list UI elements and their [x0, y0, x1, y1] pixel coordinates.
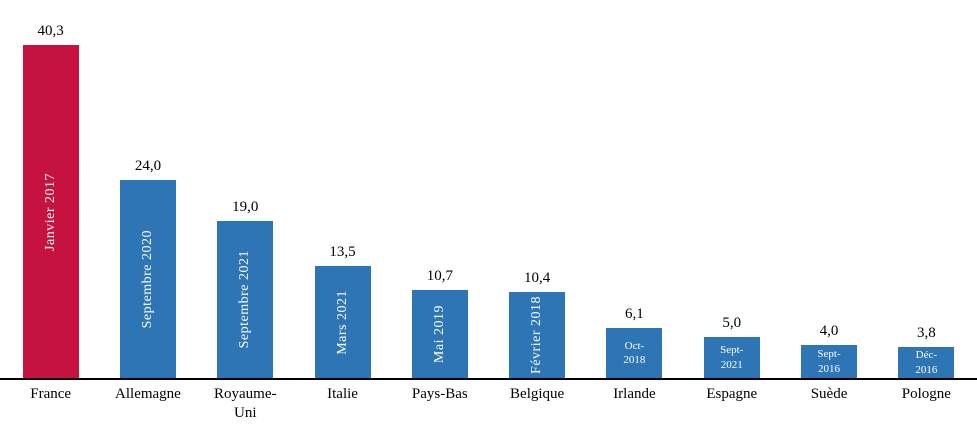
x-axis-label-cell: Espagne — [683, 385, 780, 423]
x-axis-label-cell: Royaume-Uni — [197, 385, 294, 423]
bar-royaume-uni: Septembre 2021 — [217, 221, 274, 378]
x-axis-label-cell: Pays-Bas — [391, 385, 488, 423]
x-axis-label: Pologne — [901, 386, 951, 402]
x-axis-line — [0, 378, 977, 380]
bar-column: 5,0 Sept- 2021 — [683, 315, 780, 378]
bar-period-label: Janvier 2017 — [42, 172, 58, 251]
bar-pologne: Déc- 2016 — [898, 347, 955, 378]
x-axis-label-cell: Belgique — [488, 385, 585, 423]
x-axis-label: Pays-Bas — [411, 386, 468, 402]
bar-espagne: Sept- 2021 — [703, 337, 760, 378]
bar-period-label: Février 2018 — [529, 296, 545, 374]
value-label: 10,4 — [524, 270, 551, 286]
bar-period-label: Sept- 2016 — [817, 348, 841, 375]
x-axis-label: Royaume-Uni — [213, 386, 277, 421]
x-axis-label: Espagne — [706, 386, 758, 402]
x-axis-label-cell: Italie — [294, 385, 391, 423]
value-label: 6,1 — [625, 306, 644, 322]
x-axis-label-cell: Irlande — [586, 385, 683, 423]
bar-period-label: Déc- 2016 — [915, 349, 938, 376]
bar-period-label: Septembre 2021 — [237, 250, 253, 349]
x-axis-label: Irlande — [613, 386, 656, 402]
bar-period-label: Septembre 2020 — [139, 229, 155, 329]
bar-column: 19,0 Septembre 2021 — [197, 199, 294, 378]
value-label: 40,3 — [37, 23, 64, 39]
bar-column: 40,3 Janvier 2017 — [2, 23, 99, 378]
bar-column: 10,4 Février 2018 — [488, 270, 585, 378]
bar-su-de: Sept- 2016 — [801, 345, 858, 378]
bar-period-label: Mai 2019 — [431, 304, 447, 364]
bar-column: 13,5 Mars 2021 — [294, 244, 391, 378]
value-label: 4,0 — [819, 323, 839, 339]
bar-irlande: Oct- 2018 — [606, 328, 663, 378]
bar-column: 24,0 Septembre 2020 — [99, 158, 196, 378]
bar-allemagne: Septembre 2020 — [119, 180, 176, 378]
x-axis-label: Suède — [810, 386, 848, 402]
bar-period-label: Mars 2021 — [334, 289, 350, 355]
bar-column: 4,0 Sept- 2016 — [780, 323, 877, 378]
bar-column: 10,7 Mai 2019 — [391, 268, 488, 378]
bar-belgique: Février 2018 — [509, 292, 566, 378]
x-axis-label: Allemagne — [115, 386, 181, 402]
bar-italie: Mars 2021 — [314, 266, 371, 378]
plot-area: 40,3 Janvier 2017 24,0 Septembre 2020 19,0 Se… — [2, 0, 975, 378]
bar-column: 6,1 Oct- 2018 — [586, 306, 683, 378]
x-axis-label: France — [30, 386, 72, 402]
x-axis-label-cell: Allemagne — [99, 385, 196, 423]
value-label: 19,0 — [232, 199, 259, 215]
x-axis-label: Italie — [327, 386, 358, 402]
bar-pays-bas: Mai 2019 — [411, 290, 468, 378]
value-label: 13,5 — [329, 244, 356, 260]
bar-column: 3,8 Déc- 2016 — [878, 325, 975, 378]
x-axis-label: Belgique — [510, 386, 565, 402]
value-label: 10,7 — [426, 268, 453, 284]
value-label: 5,0 — [722, 315, 742, 331]
value-label: 24,0 — [134, 158, 162, 174]
bar-period-label: Sept- 2021 — [720, 344, 744, 371]
x-axis-label-cell: Pologne — [878, 385, 975, 423]
value-label: 3,8 — [916, 325, 936, 341]
bar-france: Janvier 2017 — [22, 45, 79, 378]
x-axis-label-cell: France — [2, 385, 99, 423]
x-axis-labels: France Allemagne Royaume-Uni Italie Pays-Bas… — [2, 385, 975, 423]
x-axis-label-cell: Suède — [780, 385, 877, 423]
bar-period-label: Oct- 2018 — [623, 339, 646, 366]
